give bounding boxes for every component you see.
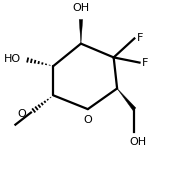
Polygon shape: [117, 89, 136, 110]
Text: F: F: [137, 33, 143, 43]
Text: O: O: [18, 109, 27, 119]
Text: O: O: [84, 115, 92, 125]
Text: HO: HO: [4, 54, 21, 64]
Polygon shape: [79, 20, 83, 44]
Text: F: F: [142, 58, 148, 68]
Text: OH: OH: [72, 4, 89, 13]
Text: OH: OH: [129, 137, 146, 147]
